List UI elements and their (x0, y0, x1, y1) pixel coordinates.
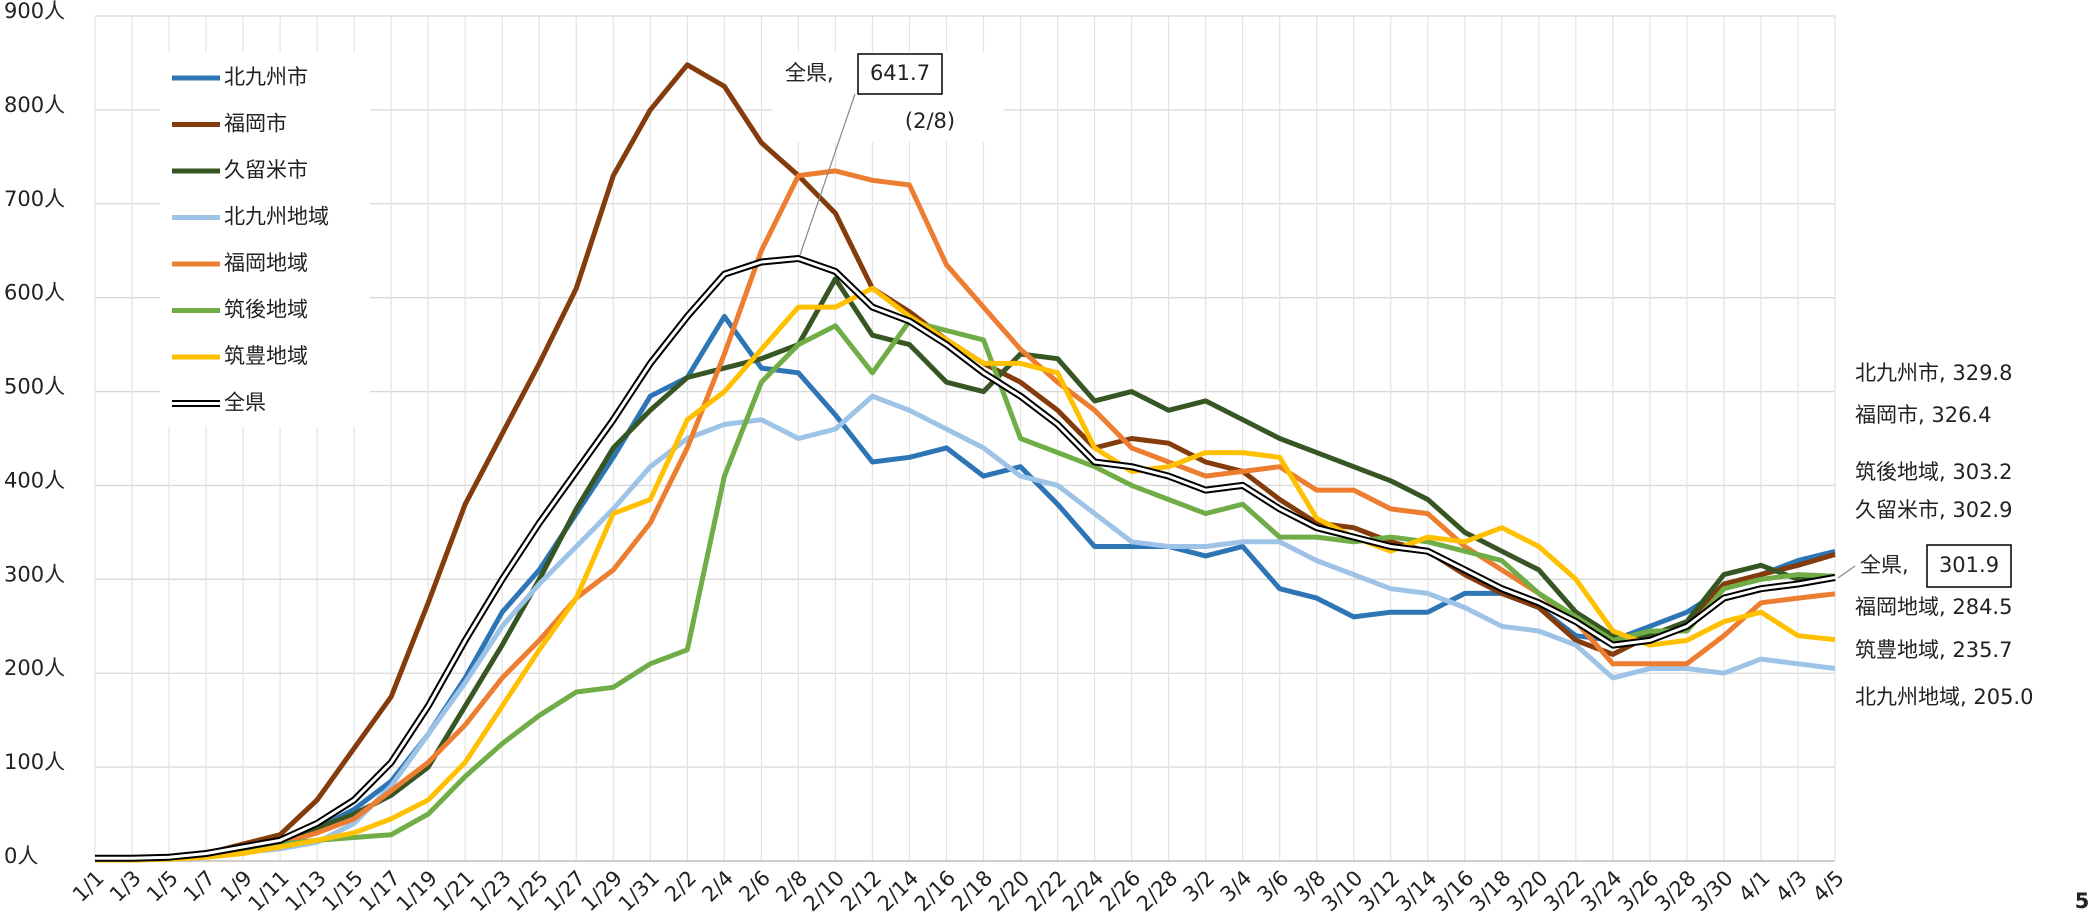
x-tick-label: 1/13 (281, 866, 331, 915)
x-tick-label: 2/12 (836, 866, 886, 915)
x-tick-label: 3/12 (1354, 866, 1404, 915)
x-tick-label: 2/24 (1058, 866, 1108, 915)
x-tick-label: 2/26 (1095, 866, 1145, 915)
legend-label: 北九州市 (224, 65, 308, 89)
leader-line (799, 93, 856, 256)
x-tick-label: 1/3 (105, 866, 146, 907)
x-tick-label: 1/21 (429, 866, 479, 915)
legend-box (160, 52, 370, 427)
y-tick-label: 200人 (4, 656, 65, 680)
x-tick-label: 1/31 (614, 866, 664, 915)
y-tick-label: 500人 (4, 375, 65, 399)
x-tick-label: 2/2 (660, 866, 701, 907)
legend-label: 福岡市 (224, 112, 287, 136)
legend-label: 久留米市 (224, 158, 308, 182)
x-tick-label: 3/20 (1502, 866, 1552, 915)
annotation-value: 641.7 (870, 61, 930, 85)
y-tick-label: 400人 (4, 468, 65, 492)
x-tick-label: 3/24 (1576, 866, 1626, 915)
annotation: 北九州市, 329.8 (1855, 361, 2012, 385)
x-tick-label: 3/26 (1613, 866, 1663, 915)
x-tick-label: 1/23 (466, 866, 516, 915)
legend-label: 北九州地域 (224, 205, 329, 229)
leader-line (1837, 565, 1856, 579)
annotation-text: 筑豊地域, 235.7 (1855, 638, 2012, 662)
legend-label: 筑豊地域 (224, 344, 308, 368)
y-tick-label: 300人 (4, 562, 65, 586)
annotation-text: 筑後地域, 303.2 (1855, 460, 2012, 484)
annotation: 福岡市, 326.4 (1855, 403, 1991, 427)
y-tick-label: 700人 (4, 187, 65, 211)
x-tick-label: 3/30 (1687, 866, 1737, 915)
annotation-text: 北九州市, 329.8 (1855, 361, 2012, 385)
annotation: 筑後地域, 303.2 (1855, 460, 2012, 484)
y-tick-label: 900人 (4, 0, 65, 23)
x-tick-label: 1/17 (355, 866, 405, 915)
legend-label: 筑後地域 (224, 298, 308, 322)
annotation-sub: (2/8) (905, 109, 955, 133)
annotation-box (857, 53, 943, 95)
annotation-text: 久留米市, 302.9 (1855, 498, 2012, 522)
x-tick-label: 3/28 (1650, 866, 1700, 915)
x-tick-label: 3/22 (1539, 866, 1589, 915)
series-line-core (95, 257, 1836, 860)
series-line (95, 285, 1836, 863)
annotation-text: 福岡地域, 284.5 (1855, 595, 2012, 619)
annotation-text: 全県, (785, 61, 834, 85)
annotation-text: 全県, (1860, 553, 1909, 577)
x-tick-label: 1/27 (540, 866, 590, 915)
annotation: 北九州地域, 205.0 (1855, 685, 2033, 709)
annotation-text: 北九州地域, 205.0 (1855, 685, 2033, 709)
x-tick-label: 1/11 (244, 866, 294, 915)
x-tick-label: 3/10 (1317, 866, 1367, 915)
x-tick-label: 3/4 (1216, 866, 1257, 907)
series-line (95, 393, 1836, 862)
x-tick-label: 2/4 (697, 866, 738, 907)
annotation-text: 福岡市, 326.4 (1855, 403, 1991, 427)
legend-label: 福岡地域 (224, 251, 308, 275)
annotation: 筑豊地域, 235.7 (1855, 638, 2012, 662)
x-tick-label: 3/2 (1179, 866, 1220, 907)
x-tick-label: 4/3 (1771, 866, 1812, 907)
legend-label: 全県 (224, 391, 266, 415)
x-tick-label: 4/5 (1808, 866, 1849, 907)
x-tick-label: 2/28 (1132, 866, 1182, 915)
x-tick-label: 2/18 (947, 866, 997, 915)
x-tick-label: 1/1 (68, 866, 109, 907)
series-line (95, 318, 1836, 862)
x-tick-label: 3/18 (1465, 866, 1515, 915)
x-tick-label: 2/22 (1021, 866, 1071, 915)
annotation-box (1926, 544, 2012, 588)
y-tick-label: 100人 (4, 750, 65, 774)
x-tick-label: 1/29 (577, 866, 627, 915)
x-tick-label: 2/10 (799, 866, 849, 915)
annotation-value: 301.9 (1939, 553, 1999, 577)
x-tick-label: 1/25 (503, 866, 553, 915)
x-tick-label: 4/1 (1734, 866, 1775, 907)
annotation-bg (772, 52, 1004, 142)
x-tick-label: 2/6 (734, 866, 775, 907)
x-tick-label: 3/14 (1391, 866, 1441, 915)
page-number: 5 (2075, 889, 2090, 913)
x-tick-label: 3/16 (1428, 866, 1478, 915)
x-tick-label: 1/19 (392, 866, 442, 915)
x-tick-label: 2/20 (984, 866, 1034, 915)
x-tick-label: 2/14 (873, 866, 923, 915)
y-tick-label: 800人 (4, 93, 65, 117)
x-tick-label: 1/15 (318, 866, 368, 915)
annotation: 福岡地域, 284.5 (1855, 595, 2012, 619)
annotation: 全県, 641.7 (2/8) (772, 52, 1004, 256)
y-tick-label: 0人 (4, 844, 38, 868)
annotation: 全県, 301.9 (1837, 544, 2012, 588)
x-tick-label: 1/5 (142, 866, 183, 907)
x-tick-label: 1/7 (179, 866, 220, 907)
x-tick-label: 3/6 (1253, 866, 1294, 907)
y-tick-label: 600人 (4, 281, 65, 305)
x-tick-label: 2/16 (910, 866, 960, 915)
annotation: 久留米市, 302.9 (1855, 498, 2012, 522)
